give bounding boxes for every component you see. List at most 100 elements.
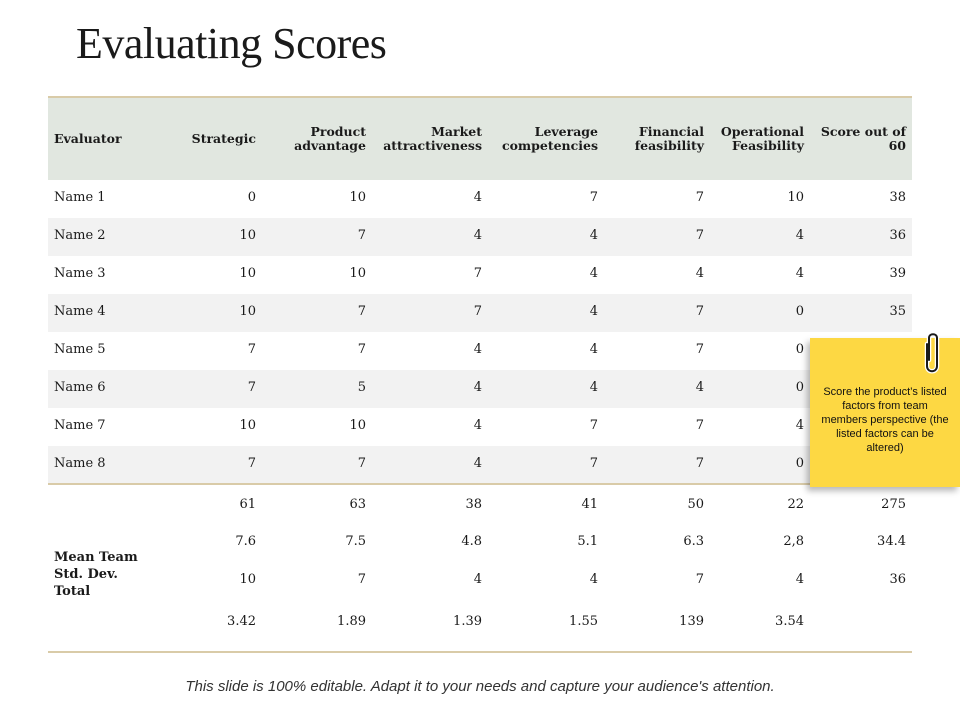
page-title: Evaluating Scores — [76, 19, 387, 68]
cell-leverage-competencies: 7 — [589, 456, 598, 471]
summary-cell: 36 — [889, 572, 906, 587]
summary-cell — [810, 598, 912, 652]
cell-operational-feasibility: 0 — [795, 456, 804, 471]
cell-operational-feasibility: 0 — [795, 380, 804, 395]
summary-labels: Mean Team Std. Dev. Total — [48, 483, 170, 652]
summary-cell: 7.5 — [345, 534, 366, 549]
label-mean-team: Mean Team — [54, 550, 138, 565]
scores-table-container: Evaluator Strategic Product advantage Mar… — [48, 96, 912, 653]
cell-financial-feasibility: 7 — [695, 456, 704, 471]
cell-strategic: 10 — [239, 304, 256, 319]
evaluator-name: Name 5 — [54, 342, 106, 357]
cell-operational-feasibility: 4 — [795, 228, 804, 243]
evaluator-name: Name 7 — [54, 418, 106, 433]
cell-financial-feasibility: 7 — [695, 418, 704, 433]
summary-cell: 3.42 — [227, 614, 256, 629]
table-row: Name 3 10 10 7 4 4 4 39 — [48, 256, 912, 294]
summary-cell: 10 — [239, 572, 256, 587]
label-std-dev: Std. Dev. — [54, 567, 118, 582]
table-row: Name 1 0 10 4 7 7 10 38 — [48, 180, 912, 218]
cell-leverage-competencies: 4 — [589, 342, 598, 357]
evaluator-name: Name 4 — [54, 304, 106, 319]
cell-product-advantage: 7 — [357, 304, 366, 319]
cell-strategic: 7 — [247, 342, 256, 357]
table-row: Name 8 7 7 4 7 7 0 — [48, 446, 912, 484]
cell-strategic: 10 — [239, 228, 256, 243]
summary-cell: 2,8 — [783, 534, 804, 549]
sticky-note-text: Score the product’s listed factors from … — [821, 386, 949, 454]
cell-score: 36 — [889, 228, 906, 243]
cell-strategic: 7 — [247, 456, 256, 471]
cell-product-advantage: 7 — [357, 456, 366, 471]
table-header: Evaluator Strategic Product advantage Mar… — [48, 98, 912, 180]
summary-row: 10 7 4 4 7 4 36 — [48, 560, 912, 598]
summary-cell: 1.89 — [337, 614, 366, 629]
cell-financial-feasibility: 7 — [695, 228, 704, 243]
cell-product-advantage: 10 — [349, 266, 366, 281]
header-score: Score out of 60 — [820, 124, 906, 153]
summary-cell: 63 — [262, 483, 372, 522]
summary-row: Mean Team Std. Dev. Total 61 63 38 41 50… — [48, 483, 912, 652]
header-market-attractiveness: Market attractiveness — [383, 124, 482, 153]
cell-financial-feasibility: 7 — [695, 304, 704, 319]
cell-operational-feasibility: 0 — [795, 342, 804, 357]
cell-product-advantage: 7 — [357, 228, 366, 243]
cell-product-advantage: 5 — [357, 380, 366, 395]
header-evaluator: Evaluator — [54, 131, 122, 146]
summary-cell: 4 — [473, 572, 482, 587]
cell-leverage-competencies: 4 — [589, 380, 598, 395]
cell-operational-feasibility: 4 — [795, 418, 804, 433]
cell-market-attractiveness: 4 — [473, 190, 482, 205]
cell-product-advantage: 7 — [357, 342, 366, 357]
header-operational-feasibility: Operational Feasibility — [720, 124, 804, 153]
summary-cell: 3.54 — [775, 614, 804, 629]
evaluator-name: Name 1 — [54, 190, 106, 205]
header-financial-feasibility: Financial feasibility — [634, 124, 704, 153]
cell-market-attractiveness: 7 — [473, 266, 482, 281]
summary-cell: 5.1 — [577, 534, 598, 549]
cell-leverage-competencies: 4 — [589, 304, 598, 319]
header-row: Evaluator Strategic Product advantage Mar… — [48, 98, 912, 180]
summary-cell: 50 — [604, 483, 710, 522]
evaluator-name: Name 2 — [54, 228, 106, 243]
cell-operational-feasibility: 0 — [795, 304, 804, 319]
table-body: Name 1 0 10 4 7 7 10 38 Name 2 10 7 4 4 … — [48, 180, 912, 652]
summary-cell: 4 — [795, 572, 804, 587]
cell-strategic: 0 — [247, 190, 256, 205]
label-total: Total — [54, 584, 91, 599]
cell-score: 39 — [889, 266, 906, 281]
cell-strategic: 10 — [239, 418, 256, 433]
cell-score: 38 — [889, 190, 906, 205]
summary-cell: 34.4 — [877, 534, 906, 549]
cell-financial-feasibility: 7 — [695, 342, 704, 357]
evaluator-name: Name 3 — [54, 266, 106, 281]
cell-market-attractiveness: 7 — [473, 304, 482, 319]
cell-score: 35 — [889, 304, 906, 319]
header-product-advantage: Product advantage — [294, 124, 366, 153]
table-row: Name 6 7 5 4 4 4 0 — [48, 370, 912, 408]
header-leverage-competencies: Leverage competencies — [501, 124, 598, 153]
paperclip-icon — [924, 332, 940, 374]
cell-financial-feasibility: 4 — [695, 380, 704, 395]
cell-operational-feasibility: 10 — [787, 190, 804, 205]
cell-leverage-competencies: 4 — [589, 266, 598, 281]
footer-caption: This slide is 100% editable. Adapt it to… — [185, 678, 775, 695]
summary-cell: 139 — [679, 614, 704, 629]
summary-cell: 1.55 — [569, 614, 598, 629]
cell-market-attractiveness: 4 — [473, 418, 482, 433]
summary-cell: 275 — [810, 483, 912, 522]
summary-cell: 61 — [170, 483, 262, 522]
cell-strategic: 10 — [239, 266, 256, 281]
cell-strategic: 7 — [247, 380, 256, 395]
summary-cell: 7 — [695, 572, 704, 587]
evaluator-name: Name 6 — [54, 380, 106, 395]
summary-cell: 7.6 — [235, 534, 256, 549]
cell-market-attractiveness: 4 — [473, 228, 482, 243]
summary-cell: 41 — [488, 483, 604, 522]
summary-cell: 4 — [589, 572, 598, 587]
summary-cell: 7 — [357, 572, 366, 587]
evaluator-name: Name 8 — [54, 456, 106, 471]
cell-leverage-competencies: 4 — [589, 228, 598, 243]
cell-market-attractiveness: 4 — [473, 342, 482, 357]
table-row: Name 5 7 7 4 4 7 0 — [48, 332, 912, 370]
